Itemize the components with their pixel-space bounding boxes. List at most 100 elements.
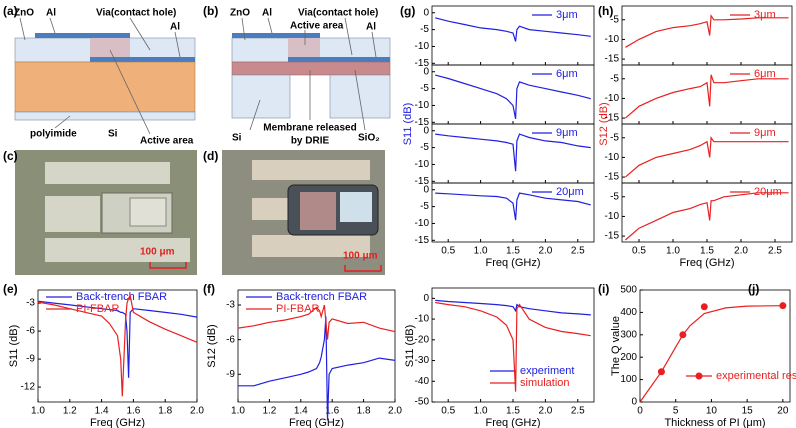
leader xyxy=(129,17,151,51)
x-tick-label: 1.0 xyxy=(231,406,245,417)
y-tick-label: -40 xyxy=(415,376,430,387)
x-tick-label: 0.5 xyxy=(441,246,455,257)
y-tick-label: -30 xyxy=(415,355,430,366)
y-axis-label: S12 (dB) xyxy=(598,102,610,145)
leader xyxy=(249,99,261,131)
layer-label: Via(contact hole) xyxy=(96,8,176,19)
panel-label: (g) xyxy=(400,4,415,18)
x-tick-label: 10 xyxy=(706,406,718,417)
legend-label: 20μm xyxy=(754,186,782,198)
y-tick-label: -20 xyxy=(415,334,430,345)
leader xyxy=(371,31,377,58)
y-axis-label: The Q value xyxy=(610,316,622,376)
line xyxy=(625,136,789,178)
line xyxy=(435,133,591,172)
line xyxy=(435,17,591,42)
y-tick-label: -6 xyxy=(226,334,235,345)
x-tick-label: 1.2 xyxy=(63,406,77,417)
electrode-strip xyxy=(252,160,370,180)
y-tick-label: -3 xyxy=(26,298,35,309)
legend-label: PI-FBAR xyxy=(76,303,119,315)
x-tick-label: 2.0 xyxy=(538,246,552,257)
leader xyxy=(49,17,56,34)
y-tick-label: -9 xyxy=(226,369,235,380)
x-tick-label: 0 xyxy=(637,406,643,417)
y-tick-label: -15 xyxy=(415,235,430,246)
electrode-strip xyxy=(252,235,370,257)
line xyxy=(238,316,396,421)
layer-label: Al xyxy=(46,8,56,19)
y-tick-label: -5 xyxy=(610,132,619,143)
layer-label: Si xyxy=(108,129,118,140)
x-axis-label: Thickness of PI (μm) xyxy=(664,417,765,428)
y-tick-label: 300 xyxy=(620,329,637,340)
y-tick-label: -3 xyxy=(226,300,235,311)
y-tick-label: -5 xyxy=(610,73,619,84)
panel-label: (i) xyxy=(598,282,609,296)
x-axis-label: Freq (GHz) xyxy=(680,257,735,269)
x-tick-label: 1.8 xyxy=(357,406,371,417)
leader xyxy=(267,17,273,34)
x-tick-label: 1.5 xyxy=(506,406,520,417)
y-tick-label: -10 xyxy=(605,34,620,45)
si-layer xyxy=(14,111,196,121)
y-tick-label: -15 xyxy=(605,231,620,242)
y-tick-label: -15 xyxy=(605,172,620,183)
polyimide-layer xyxy=(14,61,196,113)
legend-label: PI-FBAR xyxy=(276,303,319,315)
scale-label: 100 μm xyxy=(140,247,175,258)
point xyxy=(779,302,787,310)
active-area xyxy=(300,192,336,230)
x-tick-label: 1.4 xyxy=(294,406,308,417)
x-tick-label: 20 xyxy=(777,406,789,417)
y-tick-label: 100 xyxy=(620,374,637,385)
legend-label: Back-trench FBAR xyxy=(76,291,167,303)
line xyxy=(37,300,198,378)
y-tick-label: -10 xyxy=(605,93,620,104)
panel-label: (f) xyxy=(203,282,215,296)
panel-label: (j) xyxy=(748,282,759,296)
y-tick-label: 0 xyxy=(423,293,429,304)
layer-label: Si xyxy=(232,133,242,144)
legend-label: experimental results xyxy=(716,370,796,382)
legend-label: 6μm xyxy=(754,68,776,80)
line xyxy=(435,299,591,316)
line xyxy=(625,74,789,119)
y-tick-label: -10 xyxy=(415,159,430,170)
layer-label: Membrane released xyxy=(263,123,356,134)
x-tick-label: 1.0 xyxy=(666,246,680,257)
layer-label: Via(contact hole) xyxy=(298,8,378,19)
line xyxy=(435,192,591,221)
layer-label: Active area xyxy=(290,21,344,32)
x-tick-label: 2.0 xyxy=(538,406,552,417)
x-tick-label: 1.0 xyxy=(474,406,488,417)
x-tick-label: 0.5 xyxy=(632,246,646,257)
leader xyxy=(174,31,181,58)
y-tick-label: -50 xyxy=(415,397,430,408)
point xyxy=(700,303,708,311)
y-tick-label: -10 xyxy=(605,211,620,222)
plot-frame xyxy=(37,289,198,403)
plot-frame xyxy=(237,289,396,403)
y-tick-label: -10 xyxy=(415,218,430,229)
leader xyxy=(354,69,366,131)
active-area xyxy=(288,38,320,57)
y-tick-label: 400 xyxy=(620,307,637,318)
x-tick-label: 2.0 xyxy=(190,406,204,417)
x-tick-label: 1.5 xyxy=(700,246,714,257)
membrane-window xyxy=(340,192,372,222)
legend-marker xyxy=(695,372,703,380)
line xyxy=(37,293,198,397)
sio2-layer xyxy=(231,61,391,76)
point xyxy=(657,368,665,376)
x-tick-label: 1.2 xyxy=(262,406,276,417)
active-pad xyxy=(129,197,167,227)
x-axis-label: Freq (GHz) xyxy=(90,417,145,428)
legend-label: 6μm xyxy=(556,68,578,80)
layer-label: Active area xyxy=(140,136,194,147)
bottom-electrode xyxy=(288,57,390,62)
y-tick-label: 0 xyxy=(423,7,429,18)
y-axis-label: S11 (dB) xyxy=(404,325,416,368)
legend-label: Back-trench FBAR xyxy=(276,291,367,303)
